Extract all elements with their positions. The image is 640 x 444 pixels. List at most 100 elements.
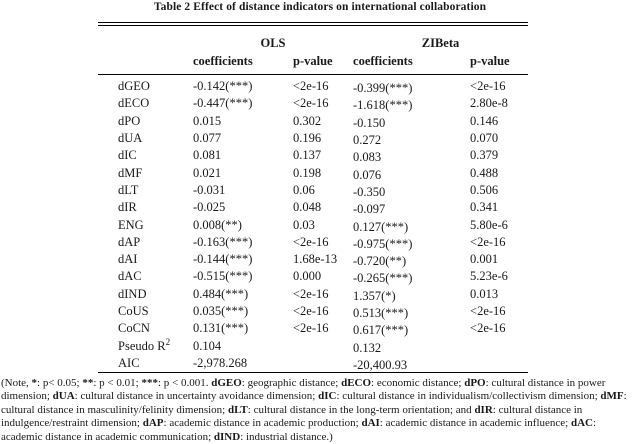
table-cell: 0.104: [193, 338, 222, 353]
note-abbreviation: **: [82, 377, 94, 390]
table-cell: 0.379: [470, 148, 499, 163]
note-abbreviation: dIR: [474, 403, 493, 416]
table-row: CoUS 0.035(***) <2e-16 0.513(***) <2e-16: [98, 303, 528, 320]
table-cell: -0.447(***): [193, 96, 253, 111]
column-group-zibeta: ZIBeta: [421, 36, 460, 50]
table-cell: 0.077: [193, 131, 222, 146]
note-abbreviation: dUA: [52, 390, 75, 403]
table-cell: -0.515(***): [193, 269, 253, 284]
table-cell: 0.272: [353, 133, 382, 148]
table-cell: -1.618(***): [353, 98, 413, 113]
table-cell: 0.196: [293, 131, 322, 146]
empty-header-cell: [98, 51, 193, 75]
table-row: dIC 0.081 0.137 0.083 0.379: [98, 147, 528, 164]
row-label: dAP: [118, 234, 141, 249]
note-text: : cultural distance in indulgence/restra…: [1, 403, 583, 430]
note-text: : geographic distance;: [241, 377, 342, 390]
table-bottom-rule: [98, 372, 528, 374]
table-cell: -0.720(**): [353, 254, 407, 269]
table-cell: 0.048: [293, 200, 322, 215]
table-row: dIR -0.025 0.048 -0.097 0.341: [98, 199, 528, 216]
note-abbreviation: dGEO: [211, 377, 242, 390]
table-cell: 5.23e-6: [470, 269, 508, 284]
table-top-rule: [98, 22, 528, 26]
table-cell: <2e-16: [470, 79, 506, 94]
row-label: Pseudo R2: [118, 336, 171, 353]
paper-page: Table 2 Effect of distance indicators on…: [1, 1, 627, 443]
column-group-ols: OLS: [260, 36, 286, 50]
header-zibeta-coefficients: coefficients: [353, 51, 471, 75]
note-abbreviation: dECO: [341, 377, 372, 390]
row-label: dIR: [118, 200, 137, 215]
table-cell: -0.144(***): [193, 252, 253, 267]
row-label: dECO: [118, 96, 150, 111]
table-cell: [293, 337, 353, 354]
table-cell: 0.127(***): [353, 219, 409, 234]
table-cell: <2e-16: [293, 234, 329, 249]
table-cell: <2e-16: [470, 321, 506, 336]
header-ols-coefficients: coefficients: [193, 51, 293, 75]
note-abbreviation: dAC: [570, 417, 593, 430]
note-text: : p < 0.001.: [157, 377, 212, 390]
note-text: : cultural distance in individualism/col…: [336, 390, 601, 403]
table-title: Table 2 Effect of distance indicators on…: [153, 1, 487, 13]
row-label: AIC: [118, 355, 140, 370]
row-label: dLT: [118, 182, 139, 197]
table-row: dAP -0.163(***) <2e-16 -0.975(***) <2e-16: [98, 234, 528, 251]
note-abbreviation: dAP: [142, 417, 164, 430]
table-cell: <2e-16: [293, 96, 329, 111]
column-header-row: coefficients p-value coefficients p-valu…: [98, 51, 529, 75]
table-cell: 5.80e-6: [470, 217, 508, 232]
note-text: : cultural distance in masculinity/felin…: [1, 390, 627, 416]
table-cell: -0.975(***): [353, 236, 413, 251]
table-cell: 0.341: [470, 200, 499, 215]
table-row: dAC -0.515(***) 0.000 -0.265(***) 5.23e-6: [98, 268, 528, 285]
row-label: CoCN: [118, 321, 150, 336]
table-cell: <2e-16: [293, 304, 329, 318]
row-label: dPO: [118, 113, 141, 128]
note-abbreviation: dPO: [464, 377, 486, 390]
row-label: dAI: [118, 252, 138, 267]
table-cell: 0.131(***): [193, 321, 249, 336]
table-cell: 2.80e-8: [470, 96, 508, 111]
table-cell: [470, 355, 528, 372]
table-cell: 0.001: [470, 252, 499, 267]
table-row: dGEO -0.142(***) <2e-16 -0.399(***) <2e-16: [98, 75, 528, 96]
table-cell: 0.513(***): [353, 306, 409, 320]
table-cell: 0.070: [470, 131, 499, 146]
table-cell: -0.142(***): [193, 79, 253, 94]
table-cell: <2e-16: [470, 234, 506, 249]
note-abbreviation: *: [31, 377, 38, 390]
note-text: : cultural distance in power dimension;: [1, 377, 606, 403]
table-cell: 0.06: [293, 182, 315, 197]
table-cell: -20,400.93: [353, 357, 408, 372]
table-cell: 0.035(***): [193, 304, 249, 318]
row-label: dGEO: [118, 79, 150, 94]
table-cell: 0.03: [293, 217, 315, 232]
note-abbreviation: dAI: [361, 417, 380, 430]
header-ols-pvalue: p-value: [293, 51, 354, 75]
table-cell: -0.350: [353, 184, 386, 199]
table-cell: [293, 355, 353, 372]
table-cell: 0.015: [193, 113, 222, 128]
row-label: CoUS: [118, 304, 149, 318]
note-abbreviation: dIND: [213, 430, 241, 443]
note-text: : cultural distance in the long-term ori…: [247, 403, 475, 416]
row-label-superscript: 2: [165, 336, 171, 347]
table-row: dLT -0.031 0.06 -0.350 0.506: [98, 182, 528, 199]
table-cell: 0.081: [193, 148, 222, 163]
empty-header-cell: [98, 26, 193, 51]
table-header: OLS ZIBeta coefficients p-value coeffici…: [98, 26, 529, 75]
table-cell: -0.025: [193, 200, 226, 215]
table-row: dPO 0.015 0.302 -0.150 0.146: [98, 113, 528, 130]
note-text: : p< 0.05;: [37, 377, 83, 390]
row-label: dUA: [118, 131, 143, 146]
table-cell: -0.097: [353, 202, 386, 217]
table-cell: 0.198: [293, 165, 322, 180]
table-row: Pseudo R2 0.104 0.132: [98, 336, 528, 355]
note-abbreviation: dIC: [318, 390, 337, 403]
note-abbreviation: dMF: [600, 390, 624, 403]
table-row: dIND 0.484(***) <2e-16 1.357(*) 0.013: [98, 286, 528, 303]
table-body: dGEO -0.142(***) <2e-16 -0.399(***) <2e-16 dE…: [98, 75, 528, 373]
table-row: dUA 0.077 0.196 0.272 0.070: [98, 130, 528, 147]
